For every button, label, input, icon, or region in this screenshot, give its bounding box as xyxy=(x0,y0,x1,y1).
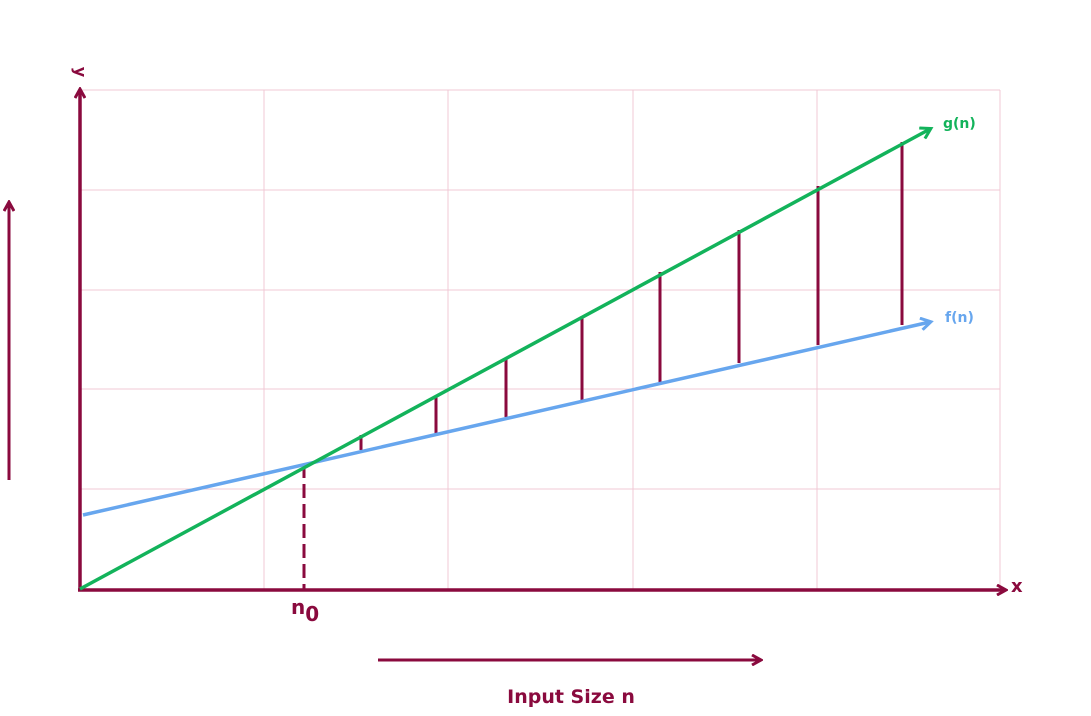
grid xyxy=(80,89,1001,589)
gap-bars xyxy=(359,142,904,450)
input-size-label: Input Size n xyxy=(507,686,635,708)
n0-label-subscript: 0 xyxy=(305,602,319,626)
f-line-label: f(n) xyxy=(945,310,974,326)
x-axis-label: x xyxy=(1011,576,1023,597)
y-axis-label: y xyxy=(71,67,90,78)
g-line-label: g(n) xyxy=(943,116,976,132)
g-line xyxy=(79,129,930,591)
n0-label: n0 xyxy=(291,595,319,626)
n0-label-base: n xyxy=(291,595,305,619)
f-line xyxy=(82,322,930,517)
